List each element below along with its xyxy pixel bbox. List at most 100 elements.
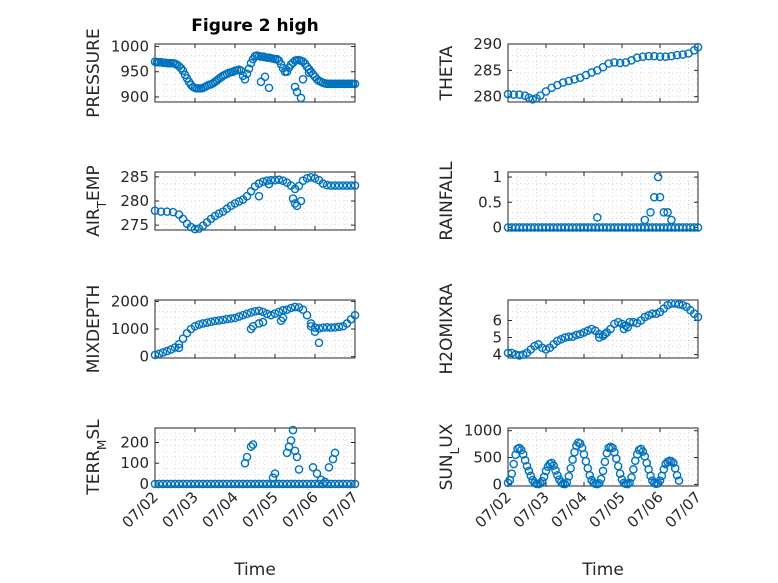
data-point: [632, 53, 642, 63]
data-point: [650, 51, 659, 61]
data-point: [627, 473, 636, 482]
data-point: [581, 456, 591, 466]
data-point: [509, 90, 519, 99]
data-point: [623, 479, 633, 489]
data-point: [286, 436, 296, 445]
data-point: [655, 52, 665, 61]
y-tick-label: 950: [120, 63, 149, 81]
y-tick-label: 5: [492, 329, 502, 347]
data-point: [324, 463, 334, 472]
data-point: [621, 58, 631, 67]
subplot-3: 275 280 285 AIRTEMP: [84, 165, 360, 237]
data-point: [558, 78, 568, 87]
data-point: [653, 172, 663, 182]
data-point: [246, 187, 256, 196]
data-point: [298, 305, 308, 314]
data-point: [202, 318, 212, 327]
data-point: [292, 87, 302, 97]
data-point: [674, 299, 684, 309]
data-point: [613, 461, 623, 471]
data-point: [583, 463, 593, 473]
data-point: [258, 479, 268, 489]
data-point: [214, 479, 224, 489]
data-point: [625, 478, 634, 488]
data-point: [655, 192, 665, 202]
data-point: [234, 312, 244, 321]
data-point: [334, 322, 344, 332]
data-point: [594, 479, 604, 488]
data-point: [570, 75, 579, 84]
data-point: [623, 322, 633, 332]
data-point: [194, 320, 204, 329]
data-point: [629, 465, 638, 474]
data-point: [240, 75, 250, 84]
data-point: [312, 469, 322, 478]
data-point: [276, 59, 286, 69]
data-point: [298, 479, 308, 489]
data-point: [294, 181, 304, 191]
data-point: [150, 206, 160, 215]
y-axis-label: AIRTEMP: [84, 165, 109, 236]
axes-box: [154, 43, 356, 103]
subplot-6: 456 H2OMIXRA: [437, 283, 703, 375]
data-point: [342, 181, 352, 190]
y-tick-label: 280: [473, 88, 502, 106]
data-point: [268, 473, 278, 483]
x-tick-label: 07/02: [119, 488, 162, 531]
data-point: [246, 58, 256, 68]
data-point: [562, 477, 572, 487]
x-axis-label: Time: [233, 560, 276, 580]
data-point: [206, 317, 216, 327]
y-axis-label: MIXDEPTH: [84, 285, 104, 374]
data-point: [310, 327, 320, 337]
subplot-5: 0 1000 2000 MIXDEPTH: [84, 285, 360, 374]
data-point: [248, 440, 258, 449]
data-point: [250, 307, 260, 316]
data-point: [537, 476, 547, 486]
data-point: [524, 466, 534, 476]
data-point: [615, 469, 625, 478]
x-tick-label: 07/07: [319, 488, 362, 531]
data-point: [646, 208, 655, 217]
data-point: [646, 471, 655, 481]
y-axis-label: PRESSURE: [84, 28, 104, 117]
data-point: [266, 310, 276, 320]
data-point: [288, 194, 298, 203]
data-point: [693, 223, 703, 232]
data-point: [150, 350, 160, 360]
data-point: [218, 479, 228, 489]
y-tick-label: 6: [492, 311, 502, 329]
data-point: [310, 479, 320, 489]
data-point: [254, 179, 264, 188]
data-point: [230, 313, 240, 323]
data-point: [655, 476, 665, 485]
data-point: [162, 346, 172, 356]
data-point: [318, 323, 328, 332]
x-tick-label: 07/03: [510, 488, 553, 531]
data-point: [278, 313, 288, 323]
y-tick-label: 0: [492, 218, 502, 236]
data-point: [551, 466, 560, 475]
data-point: [194, 479, 204, 489]
data-point: [564, 472, 574, 481]
data-point: [242, 452, 252, 462]
data-point: [198, 479, 208, 489]
data-point: [214, 316, 224, 325]
data-point: [162, 207, 172, 216]
data-point: [659, 208, 669, 217]
subplot-4: 0 0.5 1 RAINFALL: [437, 161, 703, 241]
x-axis-label: Time: [581, 560, 624, 580]
data-point: [158, 479, 168, 489]
data-point: [693, 42, 703, 52]
data-point: [258, 307, 268, 317]
data-point: [302, 479, 312, 489]
data-point: [186, 479, 196, 489]
data-point: [350, 310, 360, 320]
data-point: [587, 68, 596, 77]
data-point: [350, 79, 360, 89]
data-point: [282, 479, 292, 489]
axes-box: [507, 43, 699, 103]
data-point: [230, 199, 240, 208]
data-point: [166, 479, 176, 489]
data-point: [282, 67, 292, 77]
